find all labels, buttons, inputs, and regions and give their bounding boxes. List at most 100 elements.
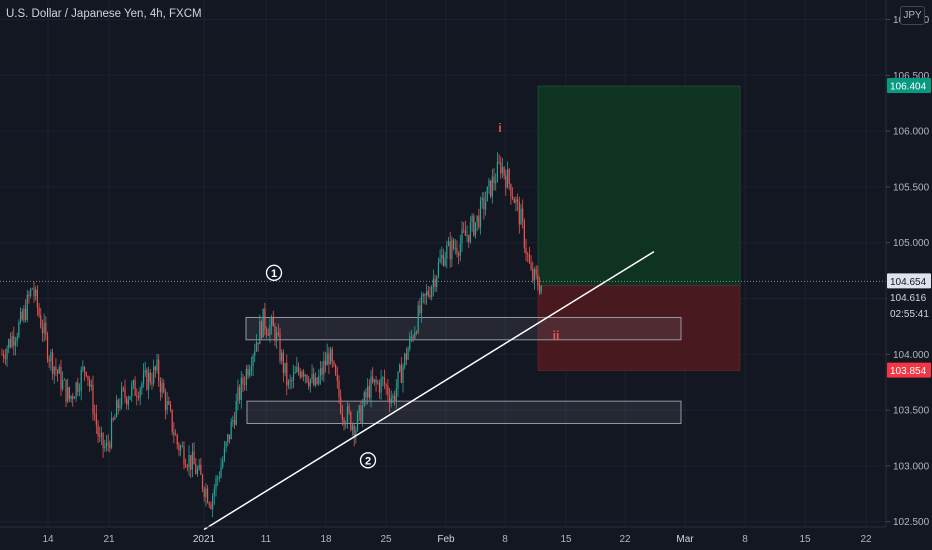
- candle-body: [520, 208, 522, 225]
- candle-body: [316, 377, 318, 385]
- candle-body: [498, 161, 500, 163]
- price-tick-label: 103.500: [893, 406, 930, 417]
- candle-body: [252, 355, 254, 367]
- candle-body: [67, 387, 69, 402]
- currency-button[interactable]: JPY: [900, 6, 925, 25]
- support-zone[interactable]: [246, 400, 682, 424]
- candle-body: [112, 418, 114, 420]
- stop-zone[interactable]: [537, 285, 741, 371]
- candle-body: [139, 388, 141, 398]
- candle-body: [377, 382, 379, 384]
- stop-price-badge: 103.854: [890, 366, 927, 377]
- candle-body: [454, 247, 456, 249]
- candle-body: [473, 215, 475, 236]
- candle-body: [441, 254, 443, 259]
- candle-body: [345, 423, 347, 425]
- candle-body: [503, 167, 505, 176]
- candle-body: [478, 215, 480, 228]
- candle-body: [506, 169, 509, 188]
- candle-body: [308, 381, 310, 387]
- time-tick-label: Mar: [676, 534, 694, 545]
- time-tick-label: 18: [320, 534, 332, 545]
- candle-body: [210, 504, 212, 509]
- candle-body: [173, 431, 175, 436]
- candle-body: [431, 286, 433, 298]
- candle-body: [479, 200, 482, 228]
- candle-body: [329, 349, 332, 365]
- wave-label-circle: [265, 264, 283, 281]
- candle-body: [405, 353, 407, 360]
- price-tick-label: 106.000: [893, 127, 930, 138]
- candle-body: [73, 397, 76, 399]
- candle-body: [399, 364, 401, 372]
- candle-body: [426, 291, 428, 296]
- candle-body: [415, 332, 418, 334]
- candle-body: [110, 418, 113, 448]
- candle-body: [190, 455, 192, 470]
- candle-body: [483, 197, 485, 210]
- candle-body: [313, 373, 315, 385]
- candle-body: [28, 294, 30, 296]
- candle-body: [126, 397, 128, 405]
- candle-body: [85, 372, 87, 376]
- candle-body: [178, 444, 180, 451]
- candle-body: [286, 362, 288, 386]
- time-tick-label: 14: [42, 534, 54, 545]
- candle-body: [463, 229, 465, 231]
- candle-body: [292, 373, 295, 381]
- candle-body: [424, 293, 426, 296]
- candle-body: [57, 370, 59, 374]
- candle-body: [147, 372, 150, 390]
- candle-body: [287, 381, 290, 386]
- candle-body: [205, 488, 207, 497]
- candle-body: [180, 446, 182, 451]
- trendline[interactable]: [203, 250, 655, 531]
- candle-body: [452, 240, 455, 249]
- candle-body: [456, 247, 458, 254]
- candle-body: [484, 201, 487, 210]
- candle-body: [491, 176, 493, 197]
- candle-body: [43, 322, 45, 334]
- candle-body: [171, 409, 173, 432]
- candle-body: [265, 329, 268, 334]
- wave-label: i: [498, 121, 501, 135]
- candle-body: [114, 417, 116, 420]
- candle-body: [476, 215, 478, 223]
- candle-body: [33, 288, 35, 297]
- support-zone[interactable]: [245, 316, 682, 341]
- candle-body: [333, 361, 335, 365]
- candle-body: [410, 336, 413, 338]
- candle-body: [244, 384, 246, 386]
- price-tick-label: 103.000: [893, 461, 930, 472]
- candle-body: [136, 395, 138, 397]
- candle-body: [193, 451, 195, 465]
- price-tick-label: 106.500: [893, 71, 930, 82]
- candle-body: [151, 382, 153, 384]
- candle-body: [260, 321, 263, 338]
- candle-body: [451, 240, 453, 260]
- candle-body: [365, 392, 367, 398]
- candle-body: [297, 366, 300, 372]
- candle-body: [23, 308, 25, 320]
- candle-body: [213, 489, 215, 496]
- candle-body: [183, 446, 185, 465]
- candle-body: [104, 446, 106, 448]
- price-tick-label: 105.500: [893, 182, 930, 193]
- time-tick-label: 11: [261, 534, 272, 545]
- stop-price-badge-bg: [887, 362, 931, 378]
- candle-body: [153, 366, 155, 384]
- candle-body: [429, 295, 431, 298]
- candle-body: [517, 199, 519, 202]
- candle-body: [75, 382, 77, 398]
- wave-label: ii: [553, 328, 560, 342]
- target-zone[interactable]: [537, 85, 741, 286]
- candle-body: [397, 371, 399, 389]
- candle-body: [127, 399, 129, 405]
- candle-body: [144, 369, 146, 373]
- candle-body: [370, 376, 372, 398]
- candle-body: [215, 478, 217, 490]
- candle-body: [404, 353, 406, 367]
- candle-body: [468, 234, 470, 242]
- candle-body: [164, 392, 167, 411]
